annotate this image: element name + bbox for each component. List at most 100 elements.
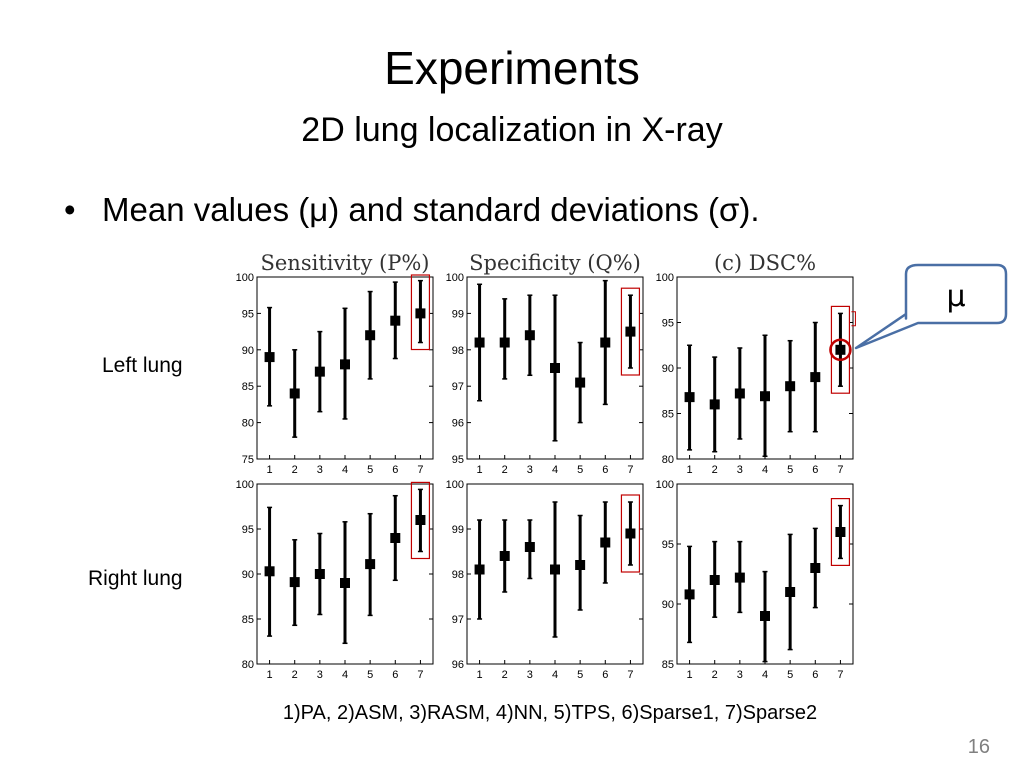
mean-marker (474, 337, 485, 348)
x-tick-label: 3 (527, 669, 533, 681)
x-tick-label: 3 (317, 669, 323, 681)
y-tick-label: 80 (242, 418, 254, 430)
x-tick-label: 6 (602, 464, 608, 476)
y-tick-label: 96 (452, 659, 464, 671)
x-tick-label: 5 (367, 464, 373, 476)
mean-marker (524, 542, 535, 552)
x-tick-label: 7 (627, 669, 633, 681)
y-tick-label: 85 (662, 659, 674, 671)
x-tick-label: 1 (687, 464, 693, 476)
y-tick-label: 96 (452, 418, 464, 430)
y-tick-label: 80 (662, 454, 674, 466)
y-tick-label: 98 (452, 345, 464, 357)
y-tick-label: 98 (452, 569, 464, 581)
highlight-box (410, 481, 431, 560)
x-tick-label: 6 (392, 464, 398, 476)
x-tick-label: 1 (267, 464, 273, 476)
callout-label: μ (946, 279, 965, 314)
mean-marker (365, 559, 376, 570)
chart-panel-4: 80 85 90 95 100 1 2 3 4 5 6 7 (236, 479, 434, 681)
slide-title: Experiments (384, 42, 640, 94)
mean-marker (684, 392, 695, 403)
callout-bubble: μ (854, 263, 1008, 350)
x-tick-label: 1 (267, 669, 273, 681)
x-tick-label: 7 (837, 669, 843, 681)
x-tick-label: 5 (787, 464, 793, 476)
row-label-right-lung: Right lung (88, 567, 183, 590)
y-tick-label: 99 (452, 524, 464, 536)
page-number: 16 (967, 736, 990, 758)
chart-panel-5: 96 97 98 99 100 1 2 3 4 5 6 7 (446, 479, 644, 681)
mean-marker (785, 381, 796, 392)
chart-panel-3: (c) DSC% 80 85 90 95 100 1 2 3 4 5 6 7 (656, 251, 856, 476)
x-tick-label: 1 (477, 464, 483, 476)
mean-marker (625, 528, 636, 539)
bullet-item: • Mean values (μ) and standard deviations… (64, 188, 760, 232)
mean-marker (289, 577, 300, 588)
y-tick-label: 90 (662, 599, 674, 611)
y-tick-label: 75 (242, 454, 254, 466)
x-tick-label: 5 (577, 669, 583, 681)
x-tick-label: 2 (502, 464, 508, 476)
mean-marker (289, 388, 300, 399)
bullet-dot: • (64, 191, 76, 228)
chart-panel-2: Specificity (Q%) 95 96 97 98 99 100 1 2 3 4 5 6 7 (446, 251, 644, 476)
mean-marker (600, 337, 611, 348)
x-tick-label: 5 (367, 669, 373, 681)
x-tick-label: 1 (687, 669, 693, 681)
x-tick-label: 6 (812, 464, 818, 476)
x-tick-label: 4 (762, 464, 768, 476)
mean-marker (474, 564, 485, 575)
y-tick-label: 99 (452, 308, 464, 320)
mean-marker (760, 611, 770, 621)
y-tick-label: 97 (452, 381, 464, 393)
x-tick-label: 6 (602, 669, 608, 681)
x-tick-label: 2 (712, 669, 718, 681)
x-tick-label: 4 (342, 669, 348, 681)
mean-marker (600, 537, 611, 548)
y-tick-label: 85 (242, 381, 254, 393)
x-tick-label: 7 (417, 464, 423, 476)
x-tick-label: 3 (317, 464, 323, 476)
x-tick-label: 2 (712, 464, 718, 476)
x-tick-label: 4 (342, 464, 348, 476)
y-tick-label: 80 (242, 659, 254, 671)
chart-title: (c) DSC% (714, 251, 816, 275)
mean-marker (575, 377, 586, 388)
x-tick-label: 7 (417, 669, 423, 681)
mean-marker (314, 569, 325, 579)
y-tick-label: 85 (662, 409, 674, 421)
highlight-box (410, 274, 431, 351)
mean-marker (625, 326, 636, 337)
x-tick-label: 4 (552, 464, 558, 476)
y-tick-label: 100 (446, 479, 464, 491)
bullet-text: Mean values (μ) and standard deviations … (102, 191, 760, 228)
x-tick-label: 4 (762, 669, 768, 681)
mean-marker (734, 388, 745, 399)
y-tick-label: 90 (242, 569, 254, 581)
highlight-box (620, 287, 641, 376)
mean-marker (810, 563, 821, 573)
y-tick-label: 100 (446, 272, 464, 284)
bracket-mark (851, 311, 856, 327)
y-tick-label: 95 (242, 524, 254, 536)
mean-marker (684, 589, 695, 600)
y-tick-label: 95 (242, 308, 254, 320)
y-tick-label: 100 (656, 479, 674, 491)
y-tick-label: 100 (236, 479, 254, 491)
mean-marker (264, 352, 275, 363)
highlight-box (620, 494, 641, 573)
mean-marker (340, 359, 350, 370)
y-tick-label: 100 (236, 272, 254, 284)
chart-panel-6: 85 90 95 100 1 2 3 4 5 6 7 (656, 479, 854, 681)
mean-marker (550, 564, 560, 575)
x-tick-label: 6 (392, 669, 398, 681)
chart-panel-1: Sensitivity (P%) 75 80 85 90 95 100 1 2 3 4 5 6 7 (236, 251, 434, 476)
mean-marker (365, 330, 376, 341)
row-label-left-lung: Left lung (102, 354, 183, 377)
x-tick-label: 5 (577, 464, 583, 476)
y-tick-label: 90 (242, 345, 254, 357)
x-tick-label: 3 (737, 669, 743, 681)
x-tick-label: 4 (552, 669, 558, 681)
mean-marker (835, 344, 846, 355)
